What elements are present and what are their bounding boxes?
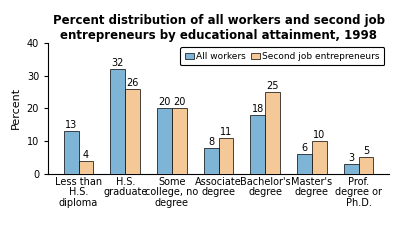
Bar <box>110 69 125 174</box>
Bar <box>344 164 358 174</box>
Bar <box>157 108 172 174</box>
Text: 8: 8 <box>208 137 214 147</box>
Bar <box>125 89 140 174</box>
Title: Percent distribution of all workers and second job
entrepreneurs by educational : Percent distribution of all workers and … <box>53 14 385 42</box>
Bar <box>64 131 79 174</box>
Text: 26: 26 <box>126 78 139 88</box>
Text: 10: 10 <box>313 130 326 140</box>
Text: 32: 32 <box>111 58 124 68</box>
Bar <box>250 115 265 174</box>
Bar <box>79 161 93 174</box>
Text: 3: 3 <box>348 153 354 163</box>
Bar <box>204 148 219 174</box>
Legend: All workers, Second job entrepreneurs: All workers, Second job entrepreneurs <box>180 47 385 65</box>
Y-axis label: Percent: Percent <box>11 87 21 129</box>
Text: 20: 20 <box>173 97 186 107</box>
Bar <box>297 154 312 174</box>
Text: 13: 13 <box>65 120 77 130</box>
Bar <box>358 157 373 174</box>
Bar <box>312 141 327 174</box>
Bar <box>219 138 233 174</box>
Text: 20: 20 <box>158 97 170 107</box>
Text: 11: 11 <box>220 127 232 137</box>
Bar <box>265 92 280 174</box>
Text: 4: 4 <box>83 150 89 160</box>
Text: 18: 18 <box>251 104 264 114</box>
Text: 6: 6 <box>301 143 308 153</box>
Bar <box>172 108 187 174</box>
Text: 5: 5 <box>363 146 369 156</box>
Text: 25: 25 <box>266 81 279 91</box>
